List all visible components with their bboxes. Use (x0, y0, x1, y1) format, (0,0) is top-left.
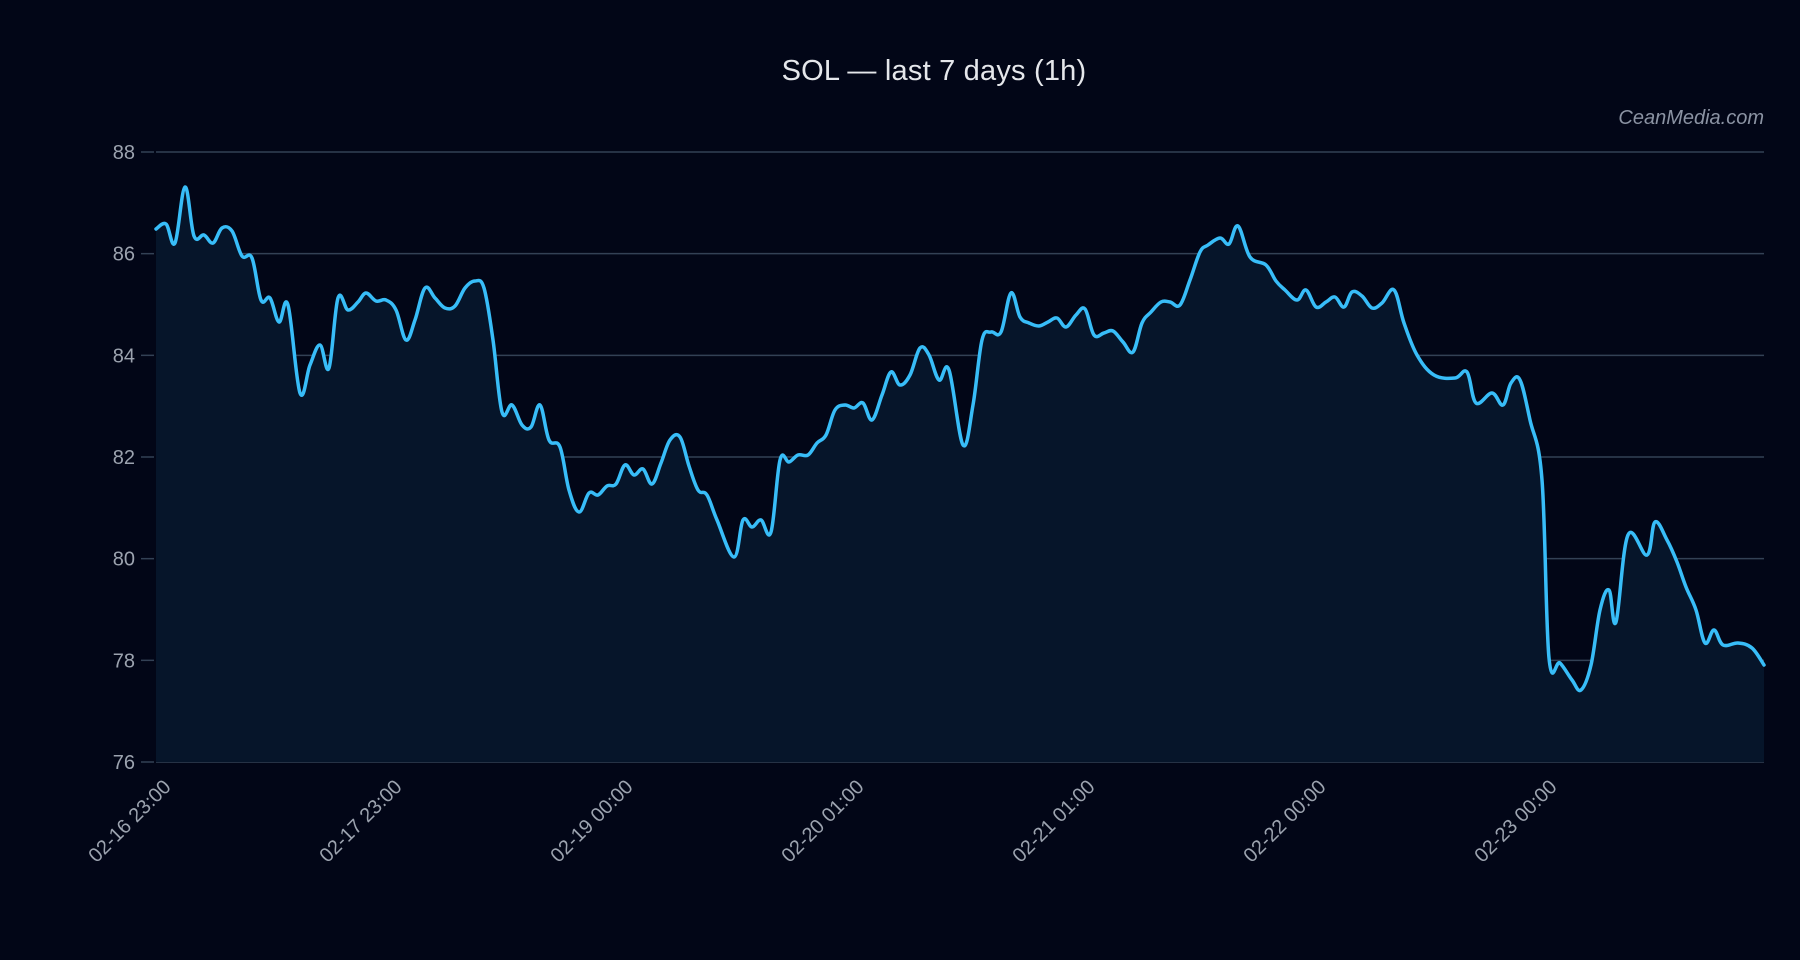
x-tick-label: 02-22 00:00 (1239, 776, 1330, 867)
x-tick-label: 02-21 01:00 (1008, 776, 1099, 867)
x-tick-label: 02-19 00:00 (546, 776, 637, 867)
y-tick-label: 76 (113, 752, 135, 774)
y-tick-label: 88 (113, 142, 135, 164)
y-tick-label: 86 (113, 244, 135, 266)
y-tick-label: 82 (113, 447, 135, 469)
y-tick-label: 78 (113, 650, 135, 672)
y-axis-ticks: 76 78 80 82 84 86 88 (113, 142, 154, 774)
x-axis-ticks: 02-16 23:00 02-17 23:00 02-19 00:00 02-20 0… (84, 776, 1561, 867)
chart-title: SOL — last 7 days (1h) (781, 55, 1087, 87)
watermark: CeanMedia.com (1618, 107, 1764, 129)
x-tick-label: 02-17 23:00 (315, 776, 406, 867)
y-tick-label: 80 (113, 549, 135, 571)
x-tick-label: 02-16 23:00 (84, 776, 175, 867)
y-tick-label: 84 (113, 345, 135, 367)
price-line (154, 185, 1766, 693)
x-tick-label: 02-23 00:00 (1470, 776, 1561, 867)
x-tick-label: 02-20 01:00 (777, 776, 868, 867)
price-area-fill (156, 186, 1764, 762)
